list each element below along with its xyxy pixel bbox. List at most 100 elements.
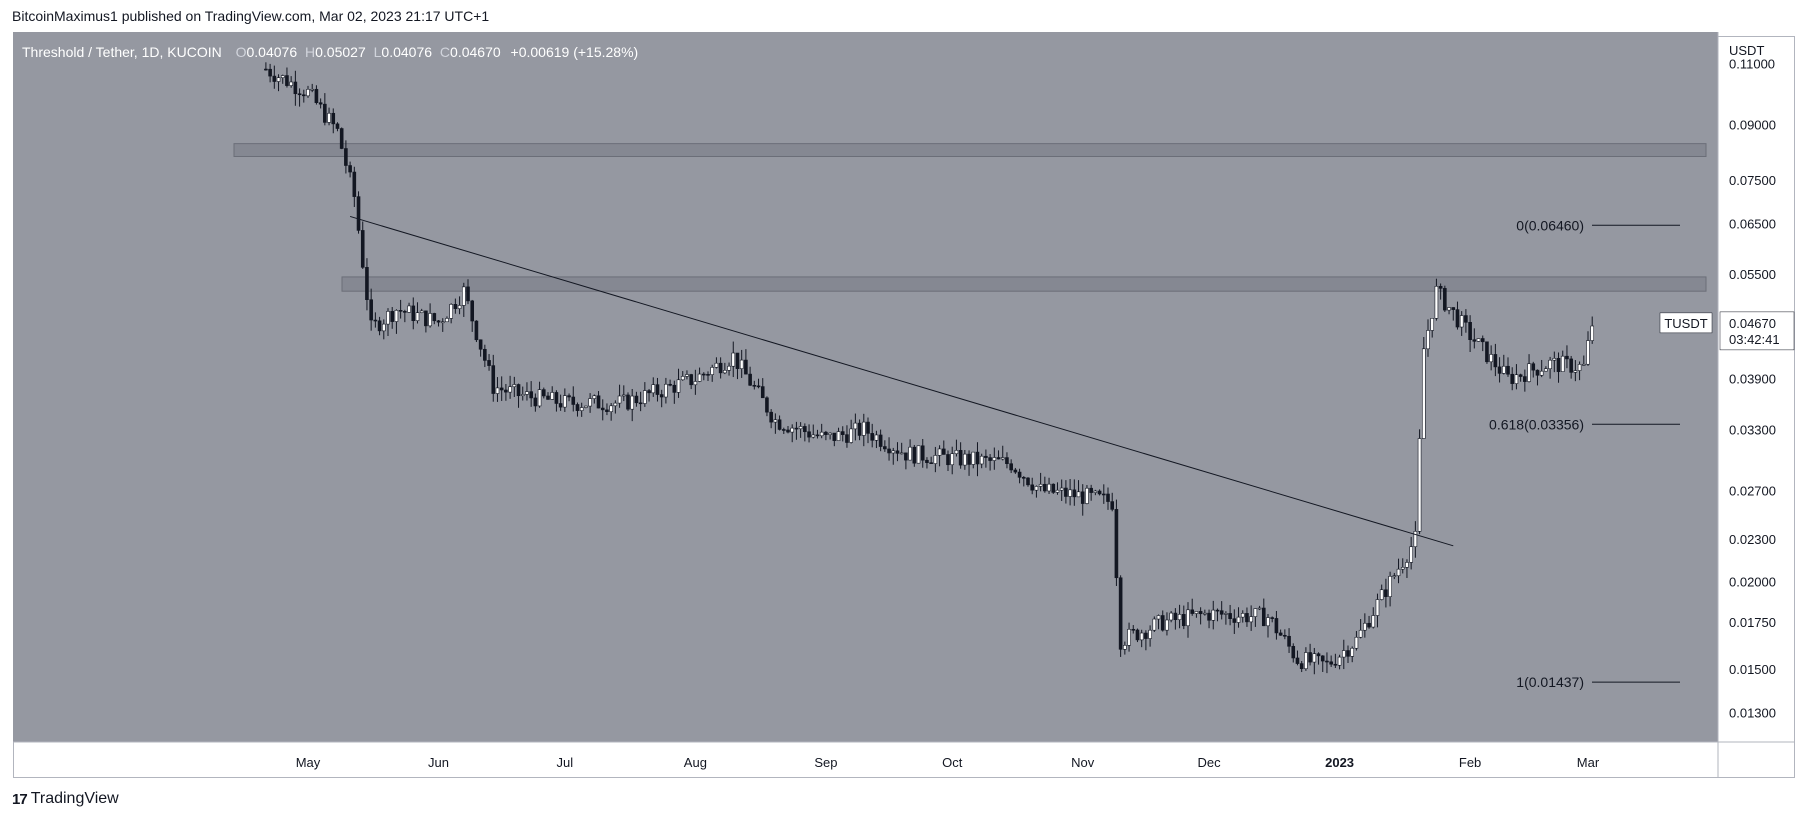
candle[interactable]	[554, 392, 559, 404]
candle[interactable]	[398, 310, 403, 312]
candle[interactable]	[613, 402, 618, 407]
candle[interactable]	[710, 367, 715, 375]
candle[interactable]	[1021, 477, 1026, 479]
candle[interactable]	[394, 310, 399, 322]
candle[interactable]	[596, 395, 601, 409]
candle[interactable]	[819, 431, 824, 437]
candle[interactable]	[436, 320, 441, 323]
candle[interactable]	[1573, 370, 1578, 373]
candle[interactable]	[891, 450, 896, 454]
candle[interactable]	[617, 395, 622, 404]
candle[interactable]	[483, 348, 487, 361]
candle[interactable]	[457, 305, 462, 309]
candle[interactable]	[461, 286, 466, 306]
candle[interactable]	[1375, 599, 1380, 616]
candle[interactable]	[731, 352, 736, 367]
candle[interactable]	[584, 405, 588, 408]
candle[interactable]	[297, 93, 302, 96]
candle[interactable]	[689, 374, 693, 386]
candle[interactable]	[1333, 663, 1338, 666]
candle[interactable]	[1518, 374, 1523, 377]
candle[interactable]	[794, 427, 799, 430]
candle[interactable]	[773, 419, 778, 423]
candle[interactable]	[285, 75, 289, 86]
candle[interactable]	[1236, 616, 1241, 623]
candle[interactable]	[1152, 618, 1157, 631]
candle[interactable]	[352, 171, 357, 197]
candle[interactable]	[1501, 365, 1506, 374]
candle[interactable]	[1177, 614, 1182, 620]
candle[interactable]	[1257, 607, 1262, 610]
candle[interactable]	[744, 359, 748, 375]
candle[interactable]	[331, 112, 336, 125]
candle[interactable]	[449, 304, 453, 319]
candle[interactable]	[1426, 330, 1430, 350]
candle[interactable]	[293, 81, 298, 95]
candle[interactable]	[1480, 338, 1485, 343]
candle[interactable]	[1308, 652, 1312, 663]
candle[interactable]	[318, 102, 323, 105]
candle[interactable]	[786, 429, 790, 433]
candle[interactable]	[861, 421, 866, 436]
candle[interactable]	[445, 318, 449, 323]
candle[interactable]	[1569, 358, 1573, 373]
candle[interactable]	[1051, 483, 1056, 493]
candle[interactable]	[1447, 307, 1451, 311]
candle[interactable]	[857, 422, 862, 436]
candle[interactable]	[1565, 355, 1569, 360]
candle[interactable]	[1194, 611, 1199, 614]
candle[interactable]	[1093, 490, 1098, 493]
candle[interactable]	[369, 299, 373, 321]
candle[interactable]	[1341, 650, 1346, 658]
candle[interactable]	[377, 320, 382, 332]
candle[interactable]	[301, 94, 306, 97]
current-price-box[interactable]	[1719, 311, 1795, 351]
candle[interactable]	[1379, 589, 1384, 600]
candle[interactable]	[706, 374, 710, 376]
candle[interactable]	[853, 422, 858, 430]
candle[interactable]	[1076, 491, 1081, 498]
candle[interactable]	[950, 453, 955, 466]
candle[interactable]	[1017, 471, 1022, 478]
candle[interactable]	[904, 452, 908, 461]
candle[interactable]	[272, 75, 277, 82]
candle[interactable]	[1299, 663, 1304, 670]
candle[interactable]	[1186, 609, 1190, 627]
candle[interactable]	[765, 397, 769, 413]
candle[interactable]	[327, 112, 331, 123]
candle[interactable]	[874, 434, 879, 441]
candle[interactable]	[920, 445, 925, 461]
resistance-zone[interactable]	[233, 143, 1707, 157]
candle[interactable]	[883, 446, 887, 450]
candle[interactable]	[605, 409, 609, 412]
candle[interactable]	[899, 452, 904, 455]
candle[interactable]	[592, 395, 597, 399]
candle[interactable]	[1026, 477, 1030, 486]
candle[interactable]	[1430, 318, 1435, 331]
candle[interactable]	[1560, 355, 1565, 372]
candle[interactable]	[815, 434, 820, 437]
candle[interactable]	[516, 384, 521, 397]
candle[interactable]	[836, 431, 841, 441]
candle[interactable]	[1346, 650, 1350, 657]
candle[interactable]	[1358, 629, 1363, 638]
candle[interactable]	[626, 394, 630, 410]
candle[interactable]	[1173, 612, 1178, 620]
candle[interactable]	[289, 81, 293, 86]
candle[interactable]	[567, 395, 571, 398]
candle[interactable]	[541, 389, 546, 397]
candle[interactable]	[1181, 614, 1186, 627]
candle[interactable]	[1413, 531, 1418, 548]
candle[interactable]	[609, 405, 613, 412]
candle[interactable]	[668, 383, 672, 386]
candle[interactable]	[495, 387, 500, 394]
candle[interactable]	[428, 313, 432, 327]
candle[interactable]	[453, 304, 458, 309]
candle[interactable]	[1544, 368, 1548, 372]
candle[interactable]	[840, 431, 845, 435]
candle[interactable]	[1510, 373, 1515, 384]
candle[interactable]	[280, 75, 285, 78]
candle[interactable]	[373, 319, 378, 322]
candle[interactable]	[579, 407, 584, 411]
candle[interactable]	[870, 433, 875, 441]
